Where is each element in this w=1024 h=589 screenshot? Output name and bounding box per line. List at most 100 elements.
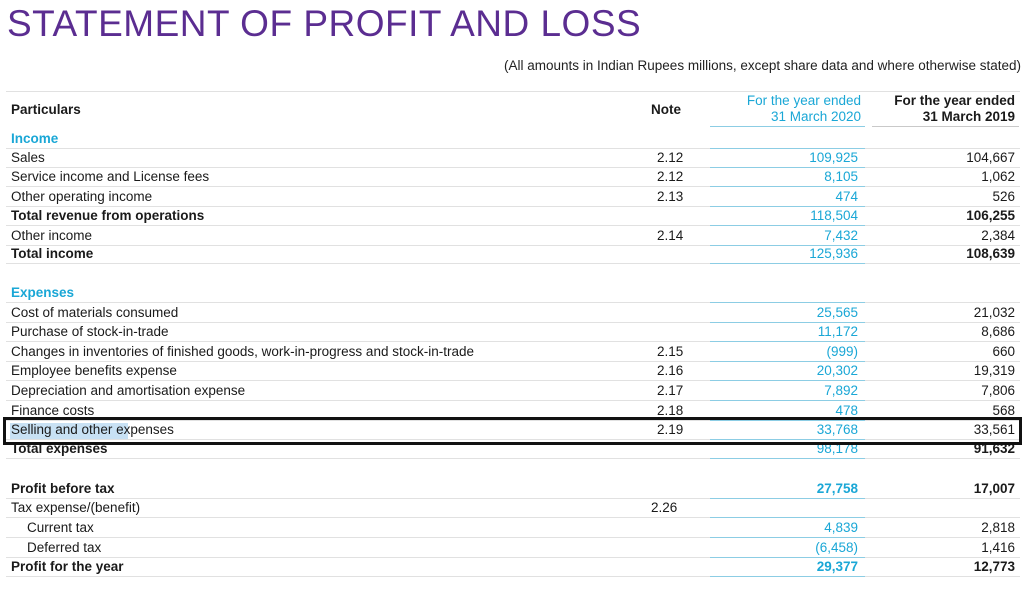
row-label: Finance costs [11,403,95,418]
table-row: Selling and other expenses 2.19 33,768 33,5… [0,421,1024,440]
row-label: Total income [11,246,94,261]
table-row: Profit for the year 29,377 12,773 [0,558,1024,577]
row-value-2020: 4,839 [824,520,858,535]
row-label: Total revenue from operations [11,208,205,223]
row-value-2020: 478 [835,403,858,418]
row-note: 2.18 [657,403,684,418]
row-label: Selling and other expenses [11,422,174,437]
row-note: 2.16 [657,363,684,378]
row-divider [6,245,1020,246]
row-divider [6,420,1020,421]
row-value-2019: 1,062 [981,169,1015,184]
value-rule-2020 [710,245,865,246]
table-row: Tax expense/(benefit) 2.26 [0,499,1024,518]
row-value-2019: 12,773 [973,559,1015,574]
row-divider [6,576,1020,577]
row-divider [6,517,1020,518]
row-value-2019: 106,255 [966,208,1015,223]
table-row: Total income 125,936 108,639 [0,245,1024,264]
row-divider [6,361,1020,362]
row-value-2020: 33,768 [816,422,858,437]
row-note: 2.12 [657,169,684,184]
row-divider [6,400,1020,401]
row-value-2020: 7,892 [824,383,858,398]
row-label: Other operating income [11,189,153,204]
row-value-2019: 33,561 [973,422,1015,437]
row-label: Sales [11,150,45,165]
header-fy2019-line2: 31 March 2019 [922,109,1015,124]
value-rule-2020 [710,557,865,558]
table-row: Service income and License fees 2.12 8,105… [0,168,1024,187]
row-value-2019: 660 [992,344,1015,359]
row-label: Expenses [11,285,75,300]
row-value-2019: 8,686 [981,324,1015,339]
row-value-2020: 11,172 [817,324,858,339]
row-note: 2.19 [657,422,684,437]
row-divider [6,380,1020,381]
row-divider [6,322,1020,323]
row-note: 2.17 [657,383,684,398]
row-divider [6,439,1020,440]
table-row: Other operating income 2.13 474 526 [0,188,1024,207]
row-value-2019: 2,384 [981,228,1015,243]
row-note: 2.26 [651,500,678,515]
value-rule-2020 [710,537,865,538]
row-divider [6,263,1020,264]
value-rule-2020 [710,186,865,187]
row-value-2019: 17,007 [973,481,1015,496]
table-row: Sales 2.12 109,925 104,667 [0,149,1024,168]
row-value-2019: 568 [992,403,1015,418]
row-label: Cost of materials consumed [11,305,179,320]
highlight-box [3,417,1022,445]
row-note: 2.15 [657,344,684,359]
row-divider [6,557,1020,558]
row-label: Profit before tax [11,481,115,496]
header-particulars: Particulars [11,102,81,117]
row-value-2019: 526 [992,189,1015,204]
value-rule-2020 [710,225,865,226]
value-rule-2020 [710,576,865,577]
row-value-2019: 19,319 [973,363,1015,378]
text-selection-highlight [10,423,128,439]
row-value-2020: 474 [835,189,858,204]
header-rule-2019 [872,126,1019,127]
row-value-2020: 7,432 [824,228,858,243]
header-fy2019: For the year ended 31 March 2019 [872,93,1015,125]
value-rule-2020 [710,263,865,264]
row-value-2019: 104,667 [966,150,1015,165]
value-rule-2020 [710,458,865,459]
value-rule-2020 [710,302,865,303]
table-row: Expenses [0,284,1024,303]
value-rule-2020 [710,498,865,499]
row-label: Tax expense/(benefit) [11,500,141,515]
table-row: Employee benefits expense 2.16 20,302 19,31… [0,362,1024,381]
table-row: Finance costs 2.18 478 568 [0,402,1024,421]
header-fy2020-line2: 31 March 2020 [770,109,861,124]
table-row: Changes in inventories of finished goods… [0,343,1024,362]
row-label: Service income and License fees [11,169,210,184]
table-row: Purchase of stock-in-trade 11,172 8,686 [0,323,1024,342]
row-label: Purchase of stock-in-trade [11,324,169,339]
row-value-2020: 27,758 [816,481,858,496]
row-value-2020: 29,377 [816,559,858,574]
header-rule-2020 [710,126,865,127]
table-row: Income [0,130,1024,149]
row-divider [6,186,1020,187]
row-label: Other income [11,228,93,243]
row-value-2019: 7,806 [981,383,1015,398]
amounts-note: (All amounts in Indian Rupees millions, … [503,58,1021,73]
table-row: Total revenue from operations 118,504 106,… [0,207,1024,226]
row-label: Employee benefits expense [11,363,177,378]
row-divider [6,225,1020,226]
row-divider [6,302,1020,303]
row-value-2020: 20,302 [816,363,858,378]
row-value-2019: 2,818 [981,520,1015,535]
value-rule-2020 [710,167,865,168]
row-divider [6,148,1020,149]
row-value-2019: 21,032 [973,305,1015,320]
value-rule-2020 [710,420,865,421]
row-divider [6,537,1020,538]
table-row: Deferred tax (6,458) 1,416 [0,539,1024,558]
row-label: Profit for the year [11,559,124,574]
table-row: Profit before tax 27,758 17,007 [0,480,1024,499]
